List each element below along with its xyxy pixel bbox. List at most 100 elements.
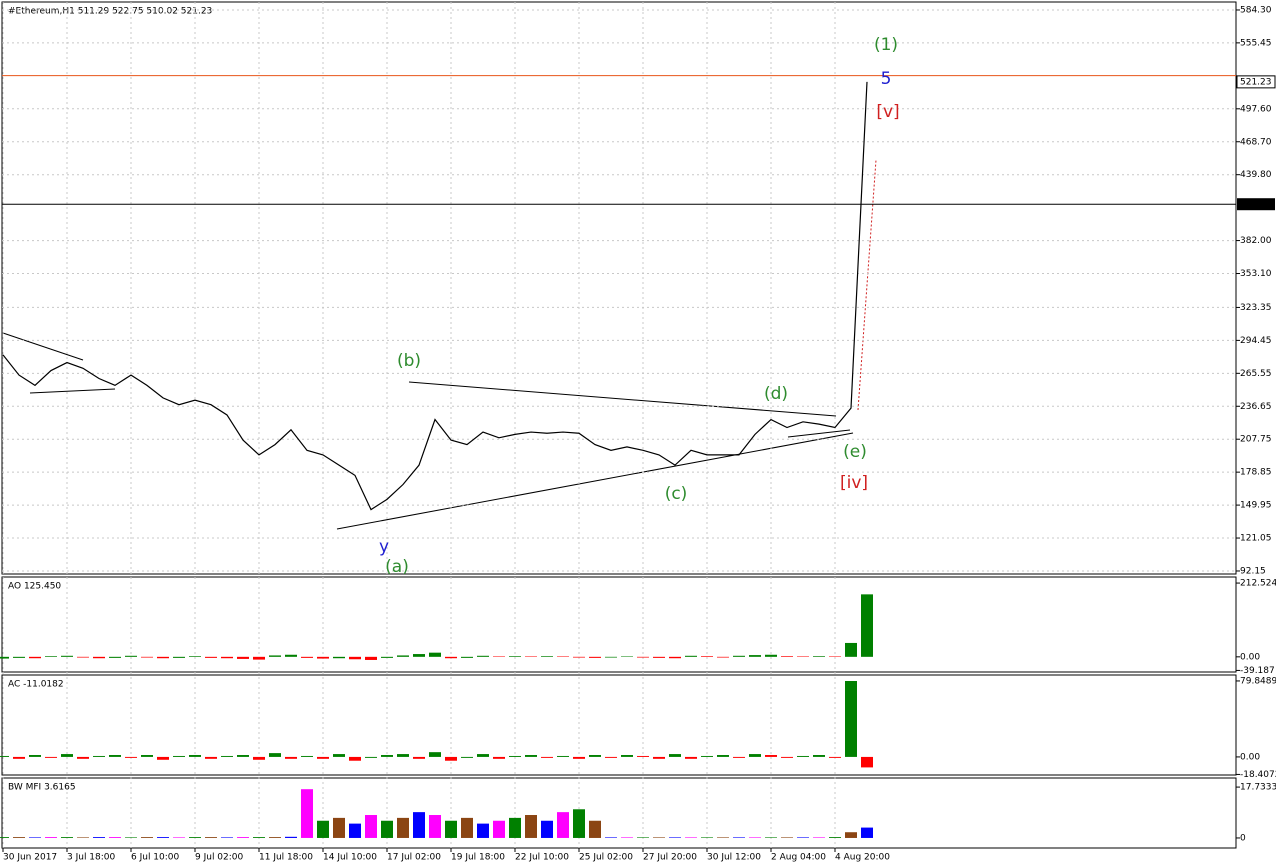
x-tick-label: 4 Aug 20:00 [835,853,890,863]
y-tick-label: 497.60 [1240,104,1272,114]
indicator-bar [493,820,505,838]
y-tick-label: 236.65 [1240,402,1272,412]
indicator-bar [413,654,425,657]
indicator-title: AC -11.0182 [8,680,64,690]
y-tick-label: 468.70 [1240,137,1272,147]
indicator-bar [733,655,745,657]
indicator-bar [13,837,25,838]
indicator-title: AO 125.450 [8,582,61,592]
indicator-bar [541,820,553,838]
indicator-bar [541,756,553,758]
indicator-bar [557,656,569,657]
indicator-bar [173,837,185,838]
indicator-bar [813,755,825,757]
indicator-bar [413,756,425,759]
indicator-bar [765,837,777,838]
indicator-bar [749,655,761,657]
indicator-bar [189,755,201,757]
indicator-bar [45,756,57,758]
indicator-bar [269,753,281,757]
indicator-bar [45,656,57,657]
indicator-bar [77,656,89,658]
indicator-bar [61,837,73,838]
indicator-bar [189,656,201,657]
indicator-bar [701,837,713,838]
indicator-bar [589,755,601,757]
indicator-bar [349,756,361,761]
indicator-bar [477,754,489,757]
chart-header: #Ethereum,H1 511.29 522.75 510.02 521.23 [8,7,212,17]
indicator-bar [445,656,457,659]
indicator-bar [397,655,409,657]
y-tick-label: 0.00 [1240,752,1260,762]
indicator-bar [557,755,569,757]
wave-label: (1) [874,35,898,55]
x-tick-label: 3 Jul 18:00 [67,853,116,863]
indicator-bar [557,812,569,838]
indicator-bar [573,809,585,838]
indicator-bar [509,656,521,657]
indicator-bar [365,756,377,758]
y-tick-label: -18.4072 [1240,770,1276,780]
indicator-bar [765,755,777,757]
indicator-bar [29,837,41,838]
indicator-bar [509,755,521,757]
wave-label: (d) [764,384,788,404]
x-tick-label: 19 Jul 18:00 [451,853,505,863]
indicator-bar [509,817,521,838]
indicator-bar [381,820,393,838]
wave-label: (b) [397,351,421,371]
indicator-bar [429,652,441,657]
indicator-bar [845,642,857,657]
indicator-bar [685,837,697,838]
trend-line [787,429,851,438]
y-tick-label: 353.10 [1240,269,1272,279]
indicator-bar [749,837,761,838]
indicator-bar [701,755,713,757]
wave-label: (c) [665,484,688,504]
indicator-bar [0,656,9,659]
y-tick-label: 92.15 [1240,566,1266,576]
indicator-bar [221,755,233,757]
indicator-bar [109,656,121,658]
indicator-bar [765,654,777,657]
indicator-bar [493,756,505,759]
x-tick-label: 6 Jul 10:00 [131,853,180,863]
indicator-bar [621,755,633,757]
indicator-bar [461,756,473,758]
indicator-bar [205,756,217,759]
indicator-bar [285,654,297,657]
indicator-bar [157,837,169,838]
indicator-bar [221,656,233,659]
indicator-bar [637,837,649,838]
y-tick-label: 212.524 [1240,579,1276,589]
indicator-bar [253,656,265,660]
y-tick-label: 265.55 [1240,369,1272,379]
indicator-bar [301,755,313,757]
panel-frame [1,576,1237,673]
indicator-bar [205,656,217,658]
indicator-bar [637,656,649,658]
indicator-bar [477,823,489,838]
panel-frame [1,1,1237,575]
wave-label: y [379,537,389,557]
indicator-bar [445,756,457,761]
indicator-bar [333,817,345,838]
x-tick-label: 27 Jul 20:00 [643,853,697,863]
indicator-bar [669,837,681,838]
indicator-bar [141,656,153,658]
price-marker-box [1236,75,1276,89]
indicator-bar [141,755,153,757]
indicator-bar [93,656,105,659]
x-tick-label: 11 Jul 18:00 [259,853,313,863]
indicator-bar [397,817,409,838]
indicator-bar [173,755,185,757]
x-tick-label: 30 Jul 12:00 [707,853,761,863]
x-tick-label: 17 Jul 02:00 [387,853,441,863]
indicator-bar [125,837,137,838]
indicator-bar [653,837,665,838]
indicator-bar [781,837,793,838]
indicator-bar [525,656,537,657]
indicator-bar [301,789,313,838]
